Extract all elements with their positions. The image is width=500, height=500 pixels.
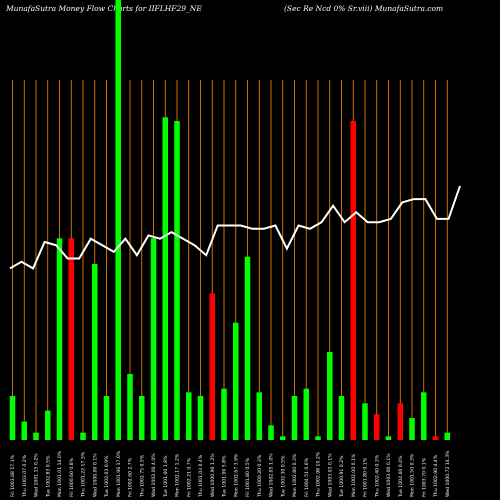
- x-tick-label: Fri 1001.80 0.5%: [245, 457, 251, 497]
- x-tick-label: Fri 1002.60 2.7%: [128, 457, 134, 497]
- bar-37: [444, 432, 450, 440]
- x-tick-label: Tue 1000.91 0.2%: [339, 455, 345, 498]
- x-tick-label: Tue 1001.00 5.8%: [222, 455, 228, 498]
- x-tick-label: Fri 1003.70 0.1%: [421, 457, 427, 497]
- bar-5: [68, 238, 74, 440]
- x-tick-label: Mon 1002.17 1.2%: [175, 453, 181, 497]
- bar-9: [115, 0, 121, 440]
- bar-1: [21, 421, 27, 440]
- x-tick-label: Wed 1003.00 0.1%: [386, 453, 392, 497]
- bar-34: [409, 418, 415, 440]
- bar-2: [33, 432, 39, 440]
- bar-35: [421, 392, 427, 440]
- x-tick-label: Thu 1002.75 0.5%: [139, 454, 145, 498]
- bar-0: [9, 396, 16, 440]
- x-tick-label: Wed 1000.90 1.2%: [210, 453, 216, 497]
- x-tick-label: Mon 1001.96 17.0%: [116, 450, 122, 497]
- bar-15: [186, 392, 192, 440]
- bar-7: [92, 264, 98, 440]
- bar-12: [150, 238, 157, 440]
- bar-17: [209, 293, 215, 440]
- x-tick-label: Wed 1000.00 0.1%: [92, 453, 98, 497]
- bar-29: [350, 121, 356, 440]
- x-tick-label: Wed 1002.05 1.0%: [269, 453, 275, 497]
- x-tick-label: Wed 1000.72 14.3%: [445, 450, 451, 497]
- price-line: [9, 185, 461, 270]
- x-tick-label: Tue 1002.30 0.5%: [280, 455, 286, 498]
- bar-4: [56, 238, 63, 440]
- x-tick-label: Tue 1002.60 0.4%: [398, 455, 404, 498]
- bar-20: [244, 256, 251, 440]
- x-tick-label: Mon 1002.67 3.9%: [233, 453, 239, 497]
- bar-14: [174, 121, 180, 440]
- bar-16: [197, 396, 204, 440]
- x-tick-label: Tue 1002.03 0.9%: [104, 455, 110, 498]
- bar-6: [80, 432, 86, 440]
- x-tick-label: Tue 1001.00 1.8%: [163, 455, 169, 498]
- bar-21: [256, 392, 262, 440]
- x-tick-label: Thu 1001.22 17.3%: [81, 451, 87, 498]
- x-tick-label: Fri 1003.68 17.1%: [10, 454, 16, 497]
- bar-36: [432, 436, 439, 440]
- bar-18: [221, 388, 227, 440]
- x-tick-label: Thu 1001.03 0.4%: [198, 454, 204, 498]
- x-tick-label: Wed 1001.15 0.2%: [34, 453, 40, 497]
- bar-8: [103, 396, 110, 440]
- bar-11: [139, 396, 145, 440]
- chart-title-left: MunafaSutra Money Flow Charts for IIFLHF…: [6, 4, 202, 13]
- x-tick-label: Thu 1000.20 0.3%: [257, 454, 263, 498]
- bar-22: [268, 425, 274, 440]
- x-tick-label: Thu 1002.90 4.4%: [433, 454, 439, 498]
- x-tick-label: Fri 1001.80 0.1%: [363, 457, 369, 497]
- x-tick-label: Thu 1002.40 0.3%: [374, 454, 380, 498]
- x-tick-label: Thu 1003.07 0.2%: [22, 454, 28, 498]
- x-tick-label: Tue 1002.83 0.5%: [45, 455, 51, 498]
- x-tick-label: Mon 1001.50 0.3%: [410, 453, 416, 497]
- x-tick-label: Wed 1003.03 0.1%: [327, 453, 333, 497]
- bar-27: [327, 352, 333, 440]
- x-tick-label: Mon 1001.01 14.0%: [57, 450, 63, 497]
- bar-24: [291, 396, 298, 440]
- bar-13: [162, 117, 168, 440]
- x-tick-label: Wed 1002.00 4.0%: [151, 453, 157, 497]
- bar-19: [233, 322, 239, 440]
- x-tick-label: Fri 1004.51 0.6%: [304, 457, 310, 497]
- x-tick-label: Thu 1002.98 10.2%: [316, 451, 322, 498]
- bar-30: [362, 403, 368, 440]
- x-tick-label: Fri 1000.60 0.8%: [69, 457, 75, 497]
- x-tick-label: Mon 1002.80 0.3%: [292, 453, 298, 497]
- bar-3: [45, 410, 51, 440]
- bar-23: [280, 436, 286, 440]
- bar-10: [127, 374, 133, 440]
- bar-32: [385, 436, 392, 440]
- x-tick-label: Mon 1002.00 0.1%: [351, 453, 357, 497]
- bar-31: [374, 414, 380, 440]
- bar-28: [338, 396, 345, 440]
- bar-26: [315, 436, 321, 440]
- bar-25: [303, 388, 309, 440]
- chart-title-right: (Sec Re Ncd 0% Sr.viii) MunafaSutra.com: [284, 4, 444, 13]
- x-tick-label: Fri 1002.21 0.7%: [186, 457, 192, 497]
- bar-33: [397, 403, 403, 440]
